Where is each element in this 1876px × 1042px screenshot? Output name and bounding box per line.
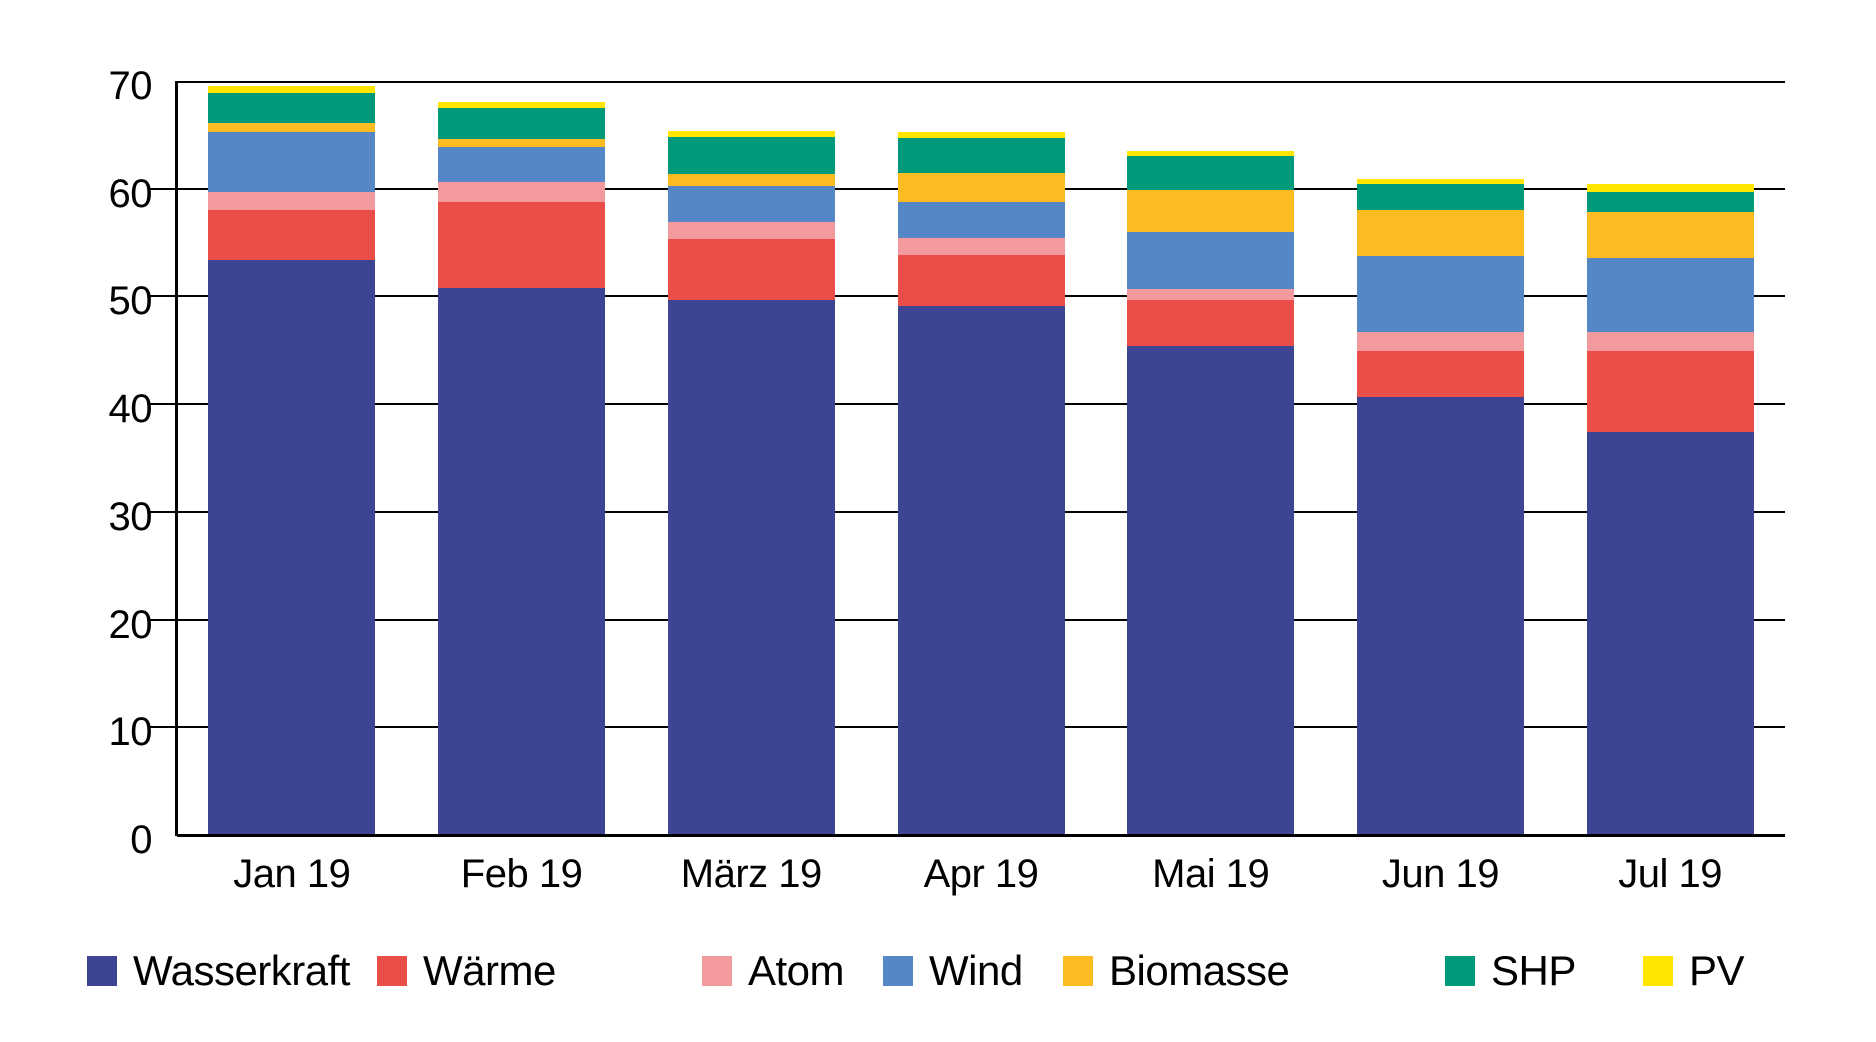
bar-segment-wärme: [897, 255, 1065, 307]
bar-segment-shp: [897, 138, 1065, 173]
legend-item-wasserkraft: Wasserkraft: [87, 948, 350, 994]
legend-swatch-atom-icon: [702, 956, 732, 986]
legend-label: PV: [1689, 947, 1745, 994]
bar-segment-wind: [1127, 231, 1295, 289]
bar-segment-wind: [438, 146, 606, 183]
y-tick-label: 70: [108, 64, 153, 108]
legend-item-biomasse: Biomasse: [1063, 947, 1290, 994]
plot-top-border: [177, 81, 1785, 83]
y-tick-label: 30: [108, 494, 153, 539]
y-tick-label: 40: [108, 387, 153, 432]
legend-item-atom: Atom: [702, 947, 845, 994]
x-axis-line: [177, 834, 1785, 837]
y-tick-label: 50: [108, 279, 153, 324]
legend-label: Atom: [748, 947, 845, 994]
legend-swatch-biomasse-icon: [1063, 956, 1093, 986]
bar-segment-wind: [208, 131, 376, 192]
bar-segment-pv: [438, 101, 606, 108]
x-tick-label: Mai 19: [1152, 852, 1270, 896]
y-axis-line: [175, 81, 178, 836]
bar-segment-wärme: [667, 239, 835, 300]
bar-segment-shp: [208, 92, 376, 124]
legend-label: Wind: [929, 947, 1023, 994]
bar-segment-wind: [667, 185, 835, 223]
bar-segment-biomasse: [667, 173, 835, 186]
bar-segment-wind: [1586, 257, 1754, 332]
x-tick-label: Jun 19: [1381, 852, 1500, 896]
bar-segment-atom: [1586, 331, 1754, 352]
bar-jun-19: [1356, 179, 1524, 835]
x-tick-label: Feb 19: [460, 852, 583, 896]
legend-item-wärme: Wärme: [377, 948, 556, 994]
bar-segment-wärme: [1127, 299, 1295, 346]
legend-label: Biomasse: [1109, 947, 1290, 994]
legend-swatch-wärme-icon: [377, 956, 407, 986]
bar-feb-19: [438, 101, 606, 835]
bar-segment-biomasse: [1356, 210, 1524, 256]
bar-segment-atom: [1356, 331, 1524, 352]
bar-segment-atom: [208, 191, 376, 211]
x-tick-label: März 19: [680, 852, 822, 896]
bar-segment-wasserkraft: [208, 259, 376, 835]
bar-segment-wasserkraft: [897, 306, 1065, 835]
x-tick-label: Jan 19: [233, 852, 351, 896]
y-tick-label: 10: [108, 710, 153, 755]
bar-segment-wasserkraft: [1356, 396, 1524, 835]
legend-item-shp: SHP: [1445, 948, 1576, 994]
bar-segment-shp: [667, 137, 835, 174]
bar-segment-biomasse: [897, 172, 1065, 202]
bar-segment-pv: [1127, 151, 1295, 157]
legend-swatch-wind-icon: [883, 956, 913, 986]
bar-apr-19: [897, 131, 1065, 835]
legend-label: SHP: [1491, 947, 1576, 994]
bar-jul-19: [1586, 184, 1754, 835]
x-tick-label: Apr 19: [923, 852, 1039, 896]
bar-segment-pv: [1356, 179, 1524, 185]
bar-segment-pv: [1586, 184, 1754, 192]
bar-segment-wasserkraft: [438, 287, 606, 835]
legend-swatch-wasserkraft-icon: [87, 956, 117, 986]
bar-segment-atom: [1127, 288, 1295, 300]
bar-segment-shp: [1586, 191, 1754, 213]
bar-segment-shp: [438, 107, 606, 140]
bar-segment-pv: [897, 131, 1065, 139]
bar-segment-shp: [1356, 184, 1524, 211]
legend-swatch-pv-icon: [1643, 956, 1673, 986]
bar-segment-wind: [1356, 255, 1524, 332]
bar-märz-19: [667, 130, 835, 835]
bar-segment-pv: [208, 86, 376, 93]
bar-segment-wasserkraft: [1127, 345, 1295, 835]
legend-item-pv: PV: [1643, 947, 1745, 994]
x-tick-label: Jul 19: [1618, 852, 1722, 896]
bar-segment-wärme: [1586, 351, 1754, 433]
bar-segment-wind: [897, 201, 1065, 239]
bar-segment-wärme: [1356, 351, 1524, 397]
bar-segment-biomasse: [1586, 212, 1754, 258]
bar-segment-pv: [667, 130, 835, 138]
y-tick-label: 20: [108, 602, 153, 647]
bar-segment-biomasse: [208, 123, 376, 132]
legend-item-wind: Wind: [883, 948, 1023, 994]
bar-jan-19: [208, 86, 376, 835]
bar-segment-wärme: [438, 201, 606, 288]
legend-label: Wasserkraft: [133, 947, 350, 994]
y-tick-label: 0: [130, 818, 152, 862]
bar-segment-biomasse: [1127, 189, 1295, 232]
bar-mai-19: [1127, 151, 1295, 835]
bar-segment-atom: [438, 182, 606, 202]
bar-segment-wasserkraft: [1586, 432, 1754, 835]
legend-swatch-shp-icon: [1445, 956, 1475, 986]
bar-segment-wärme: [208, 210, 376, 260]
bar-segment-atom: [897, 238, 1065, 256]
bar-segment-wasserkraft: [667, 299, 835, 835]
bar-segment-biomasse: [438, 139, 606, 147]
bar-segment-atom: [667, 222, 835, 240]
legend-label: Wärme: [423, 947, 556, 994]
bar-segment-shp: [1127, 156, 1295, 190]
y-tick-label: 60: [108, 171, 153, 216]
